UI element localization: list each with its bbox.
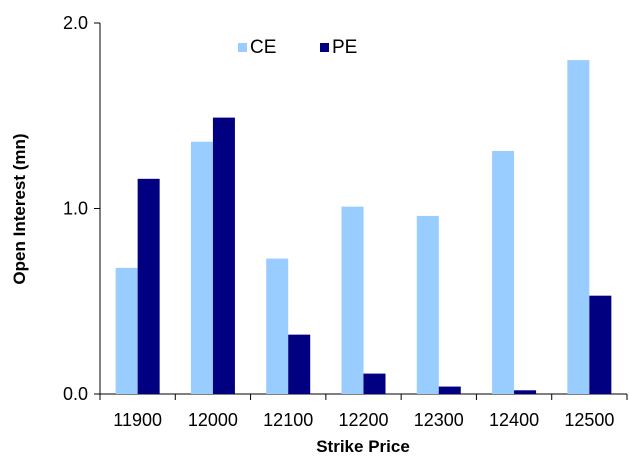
tick-labels: 0.0 1.0 2.0 11900 12000 12100 12200 12300 12400 1…: [63, 13, 614, 430]
bar-ce-11900: [115, 267, 138, 394]
bar-ce-12100: [266, 258, 289, 394]
x-tick-label: 12200: [338, 410, 388, 430]
bars: [115, 60, 612, 394]
legend-swatch-ce: [238, 43, 247, 52]
bar-pe-12200: [363, 373, 386, 394]
legend-label-ce: CE: [250, 37, 276, 58]
y-tick-label: 2.0: [63, 13, 88, 33]
bar-pe-12400: [514, 390, 537, 394]
bar-ce-12200: [341, 206, 364, 394]
x-tick-label: 12400: [489, 410, 539, 430]
x-axis-title: Strike Price: [316, 437, 410, 456]
legend-swatch-pe: [320, 43, 329, 52]
legend-label-pe: PE: [332, 37, 357, 58]
bar-pe-12100: [288, 334, 311, 394]
bar-ce-12000: [190, 141, 213, 394]
x-tick-label: 12500: [564, 410, 614, 430]
bar-ce-12500: [567, 60, 590, 394]
x-tick-label: 11900: [113, 410, 162, 430]
x-tick-label: 12100: [263, 410, 313, 430]
bar-pe-12000: [212, 117, 235, 394]
bar-ce-12400: [492, 150, 515, 394]
y-tick-label: 1.0: [63, 199, 88, 219]
y-axis-title: Open Interest (mn): [10, 133, 29, 284]
bar-pe-12500: [589, 295, 612, 394]
legend: CE PE: [238, 37, 357, 58]
bar-pe-12300: [438, 386, 461, 394]
bar-ce-12300: [416, 215, 439, 394]
x-tick-label: 12000: [188, 410, 238, 430]
x-tick-label: 12300: [414, 410, 464, 430]
bar-pe-11900: [137, 178, 160, 394]
y-tick-label: 0.0: [63, 384, 88, 404]
